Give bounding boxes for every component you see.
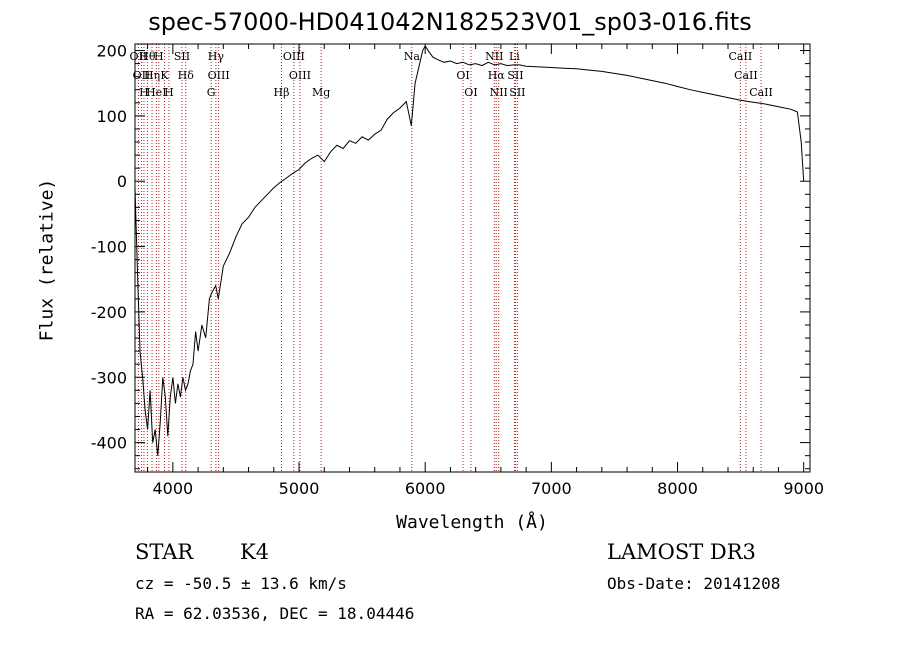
line-label-oiii: OIII [283,50,305,63]
y-tick-label: 100 [96,107,127,126]
line-label-oiii: OIII [289,69,311,82]
y-tick-label: -400 [91,434,127,453]
line-label-caii: CaII [729,50,753,63]
x-tick-label: 8000 [657,479,698,498]
line-label-nii: NII [485,50,503,63]
object-class: STAR [135,540,194,564]
line-label-sii: SII [509,86,525,99]
x-tick-label: 5000 [279,479,320,498]
y-axis-title: Flux (relative) [36,178,58,342]
line-label-hη: Hη [144,69,160,82]
line-label-hα: Hα [488,69,506,82]
line-label-caii: CaII [749,86,773,99]
y-tick-label: -300 [91,368,127,387]
x-tick-label: 6000 [405,479,446,498]
line-label-caii: CaII [734,69,758,82]
line-label-sii: SII [507,69,523,82]
line-label-k: K [160,69,169,82]
line-label-hei: HeI [146,86,166,99]
y-tick-label: 200 [96,42,127,61]
line-label-hδ: Hδ [178,69,195,82]
line-label-oii: OII [130,50,148,63]
spectrum-series-line [134,45,805,456]
line-label-h: H [164,86,174,99]
redshift-text: cz = -50.5 ± 13.6 km/s [135,574,347,593]
line-label-hγ: Hγ [208,50,225,63]
line-label-sii: SII [174,50,190,63]
line-label-oii: OII [133,69,151,82]
line-label-g: G [207,86,216,99]
survey-name: LAMOST DR3 [607,540,756,564]
x-tick-label: 9000 [783,479,824,498]
x-tick-label: 7000 [531,479,572,498]
obs-date: Obs-Date: 20141208 [607,574,781,593]
y-tick-label: -100 [91,238,127,257]
line-labels: OIIOIIHHθHηHeIHKHSIIHδGHγOIIIHβOIIIOIIIM… [130,50,773,99]
x-tick-label: 4000 [152,479,193,498]
line-label-oi: OI [456,69,469,82]
line-label-mg: Mg [312,86,330,99]
spectral-line-markers [137,44,762,472]
x-axis-title: Wavelength (Å) [396,512,548,533]
subclass: K4 [240,540,270,564]
plot-frame [134,43,811,473]
y-tick-label: 0 [117,172,127,191]
line-label-h: H [139,86,149,99]
line-label-na: Na [404,50,421,63]
line-label-h: H [154,50,164,63]
line-label-nii: NII [490,86,508,99]
line-label-hβ: Hβ [274,86,290,99]
line-label-li: Li [509,50,520,63]
line-label-oiii: OIII [208,69,230,82]
y-tick-label: -200 [91,303,127,322]
axes: 4000 5000 6000 7000 8000 9000 -400 -300 -200 -100… [91,42,824,498]
coordinates: RA = 62.03536, DEC = 18.04446 [135,604,415,623]
line-label-hθ: Hθ [139,50,156,63]
line-label-oi: OI [464,86,477,99]
chart-title: spec-57000-HD041042N182523V01_sp03-016.f… [148,8,752,36]
